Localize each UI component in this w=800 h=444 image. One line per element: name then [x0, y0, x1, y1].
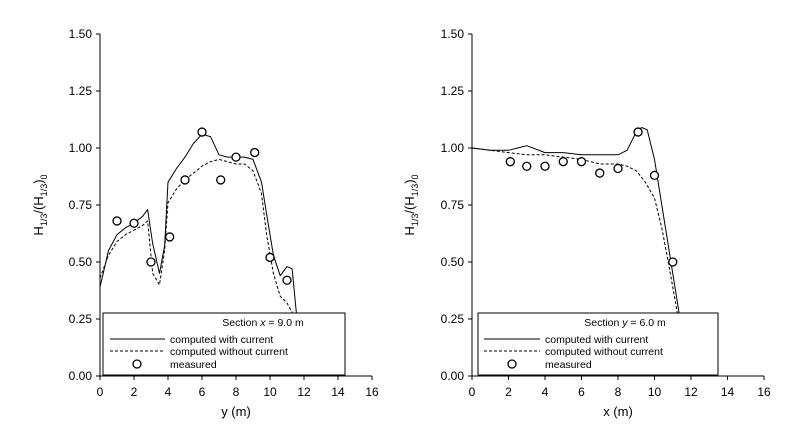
right-chart-panel: x (m) H1/3/(H1/3)0 0 2 4 6 8 10 12 14 16 0.00 0.25… — [402, 27, 771, 419]
left-legend-label-without-current: computed without current — [170, 346, 288, 358]
left-measured-point — [129, 218, 139, 228]
right-x-tick-label: 8 — [615, 385, 622, 399]
left-x-tick-label: 16 — [365, 385, 379, 399]
left-y-tick-label: 1.50 — [69, 27, 93, 41]
left-legend-section-label: Section x = 9.0 m — [222, 317, 304, 329]
right-measured-point — [576, 157, 587, 167]
left-x-axis-label: y (m) — [221, 404, 251, 419]
right-legend-marker-swatch — [507, 359, 517, 369]
left-legend-box — [102, 312, 346, 376]
left-x-tick-label: 0 — [97, 385, 104, 399]
right-x-tick-label: 14 — [721, 385, 735, 399]
right-y-tick-label: 0.50 — [441, 255, 465, 269]
left-measured-point — [216, 175, 226, 185]
right-legend-label-measured: measured — [545, 359, 592, 371]
right-x-tick-label: 12 — [684, 385, 698, 399]
left-chart-panel: y (m) H1/3/(H1/3)0 0 2 4 6 8 10 12 14 16 0.00 0.25… — [31, 27, 379, 419]
right-measured-point — [633, 127, 643, 137]
right-measured-point — [649, 170, 660, 181]
left-legend-label-measured: measured — [170, 359, 217, 371]
right-measured-point — [613, 163, 623, 174]
left-measured-point — [282, 275, 292, 285]
right-x-tick-label: 10 — [648, 385, 662, 399]
right-x-tick-label: 2 — [505, 385, 512, 399]
left-y-axis-label: H1/3/(H1/3)0 — [31, 174, 49, 235]
left-measured-point — [180, 175, 190, 185]
right-y-tick-label: 1.25 — [441, 84, 465, 98]
left-x-tick-label: 6 — [199, 385, 206, 399]
left-y-tick-label: 1.00 — [69, 141, 93, 155]
right-measured-point — [595, 168, 605, 178]
left-legend-label-with-current: computed with current — [170, 334, 273, 346]
right-measured-point — [522, 161, 532, 171]
left-legend-marker-swatch — [132, 359, 142, 369]
left-legend: Section x = 9.0 m computed with current … — [102, 312, 346, 376]
left-y-tick-label: 0.00 — [69, 369, 93, 383]
left-measured-point — [250, 147, 260, 158]
right-measured-point — [558, 157, 568, 167]
right-y-axis-label: H1/3/(H1/3)0 — [402, 174, 420, 235]
right-legend-section-label: Section y = 6.0 m — [584, 317, 666, 329]
right-with-current-line — [471, 127, 692, 377]
right-measured-point — [505, 157, 515, 167]
left-x-tick-label: 8 — [233, 385, 240, 399]
left-without-current-line — [99, 158, 322, 377]
right-y-tick-label: 1.50 — [441, 27, 465, 41]
left-y-tick-label: 0.75 — [69, 198, 93, 212]
left-measured-point — [231, 152, 241, 162]
right-legend: Section y = 6.0 m computed with current … — [477, 312, 719, 376]
left-y-tick-label: 1.25 — [69, 84, 93, 98]
right-x-tick-label: 4 — [542, 385, 549, 399]
left-measured-point — [112, 216, 122, 226]
left-x-tick-label: 2 — [131, 385, 138, 399]
right-y-tick-label: 1.00 — [441, 141, 465, 155]
right-x-axis-label: x (m) — [603, 404, 633, 419]
right-legend-box — [477, 312, 719, 376]
right-without-current-line — [471, 147, 692, 377]
right-legend-label-with-current: computed with current — [545, 334, 648, 346]
right-x-tick-label: 6 — [578, 385, 585, 399]
right-y-tick-label: 0.75 — [441, 198, 465, 212]
left-x-tick-label: 12 — [297, 385, 311, 399]
right-y-tick-label: 0.00 — [441, 369, 465, 383]
right-y-tick-label: 0.25 — [441, 312, 465, 326]
left-measured-point — [165, 232, 175, 242]
right-x-tick-label: 16 — [757, 385, 771, 399]
left-with-current-line — [99, 133, 322, 377]
right-measured-point — [668, 257, 678, 267]
left-measured-point — [146, 257, 156, 267]
right-measured-point — [540, 161, 550, 171]
left-measured-point — [265, 252, 275, 263]
left-x-tick-label: 4 — [165, 385, 172, 399]
left-y-tick-label: 0.25 — [69, 312, 93, 326]
left-x-tick-label: 10 — [263, 385, 277, 399]
right-x-tick-label: 0 — [469, 385, 476, 399]
left-y-tick-label: 0.50 — [69, 255, 93, 269]
left-x-tick-label: 14 — [331, 385, 345, 399]
right-legend-label-without-current: computed without current — [545, 346, 663, 358]
left-measured-point — [197, 127, 207, 137]
